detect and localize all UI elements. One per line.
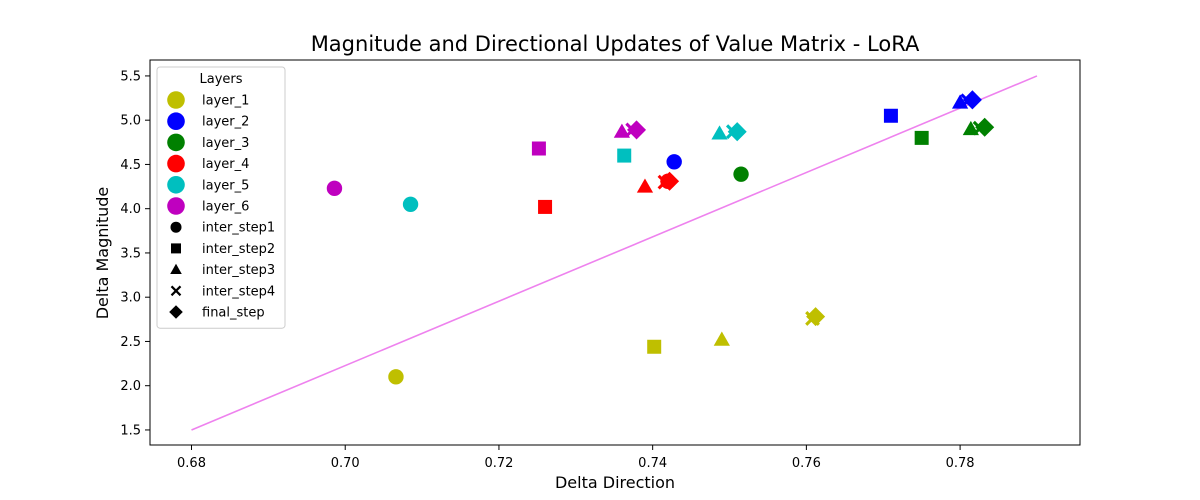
data-point-inter-step2 (538, 199, 553, 214)
data-point-inter-step1 (402, 196, 419, 212)
data-point-final-step (806, 307, 826, 327)
series-layer-3 (733, 117, 995, 182)
data-point-inter-step3 (636, 178, 654, 193)
y-axis-label: Delta Magnitude (93, 187, 112, 320)
data-point-inter-step2 (617, 148, 632, 163)
data-point-final-step (727, 122, 747, 142)
data-point-inter-step2 (883, 108, 898, 123)
x-tick-label: 0.72 (484, 456, 513, 471)
chart-title: Magnitude and Directional Updates of Val… (311, 32, 920, 56)
legend-marker-layer-1 (167, 91, 185, 109)
legend-label: inter_step3 (202, 263, 275, 278)
y-tick-label: 4.5 (120, 158, 141, 173)
data-point-inter-step3 (713, 331, 730, 346)
legend-box (156, 66, 286, 329)
y-tick-label: 3.5 (120, 246, 141, 261)
x-tick-label: 0.78 (946, 456, 975, 471)
y-tick-label: 2.0 (120, 379, 141, 394)
legend-label: layer_6 (202, 200, 249, 215)
data-point-inter-step2 (914, 130, 929, 145)
series-layer-6 (326, 120, 647, 197)
legend-marker-layer-4 (167, 154, 185, 173)
legend-label: inter_step4 (202, 284, 275, 299)
x-axis-label: Delta Direction (555, 473, 675, 492)
data-point-inter-step3 (711, 125, 728, 140)
legend-label: inter_step2 (202, 242, 275, 257)
legend-marker-inter-step2 (171, 243, 181, 254)
legend-label: inter_step1 (202, 221, 275, 236)
y-tick-label: 4.0 (120, 202, 141, 217)
y-tick-label: 1.5 (120, 423, 141, 438)
legend-marker-final-step (169, 305, 183, 319)
y-tick-label: 5.0 (120, 114, 141, 129)
legend-marker-inter-step1 (170, 221, 182, 233)
legend-marker-layer-2 (167, 112, 185, 130)
data-point-inter-step1 (326, 180, 343, 197)
legend-marker-inter-step3 (170, 263, 182, 274)
reference-line (191, 75, 1038, 431)
data-point-inter-step3 (613, 123, 631, 138)
data-point-final-step (975, 117, 995, 137)
legend-label: layer_2 (202, 115, 249, 130)
data-point-inter-step1 (733, 166, 749, 182)
data-point-inter-step2 (647, 339, 662, 354)
legend-label: layer_5 (202, 178, 249, 193)
x-tick-label: 0.76 (792, 456, 821, 471)
series-layer-4 (538, 171, 680, 214)
data-point-final-step (660, 171, 680, 191)
series-layer-2 (666, 90, 982, 170)
data-point-final-step (962, 90, 982, 110)
legend-title: Layers (199, 72, 242, 87)
legend-marker-layer-6 (167, 197, 185, 215)
legend-marker-layer-5 (167, 176, 185, 194)
x-tick-label: 0.74 (638, 456, 667, 471)
legend-label: final_step (202, 306, 265, 321)
legend: Layers layer_1 layer_2 layer_3 layer_4 layer_… (156, 66, 286, 329)
x-tick-label: 0.68 (177, 456, 206, 471)
legend-label: layer_4 (202, 157, 249, 172)
data-point-inter-step1 (388, 369, 404, 385)
y-tick-label: 3.0 (120, 291, 141, 306)
y-tick-label: 2.5 (120, 335, 141, 350)
x-tick-label: 0.70 (331, 456, 360, 471)
legend-marker-inter-step4 (170, 285, 182, 297)
series-layer-5 (402, 122, 747, 212)
legend-label: layer_3 (202, 136, 249, 151)
legend-marker-layer-3 (167, 133, 185, 152)
plot-area: 0.68 0.70 0.72 0.74 0.76 0.78 1.5 2.0 2.5 3.0 3.5 4… (120, 59, 1081, 471)
legend-label: layer_1 (202, 94, 249, 109)
series-layer-1 (388, 307, 826, 385)
data-point-final-step (627, 120, 647, 140)
data-point-inter-step2 (531, 141, 546, 156)
y-tick-label: 5.5 (120, 69, 141, 84)
data-point-inter-step1 (666, 154, 682, 170)
